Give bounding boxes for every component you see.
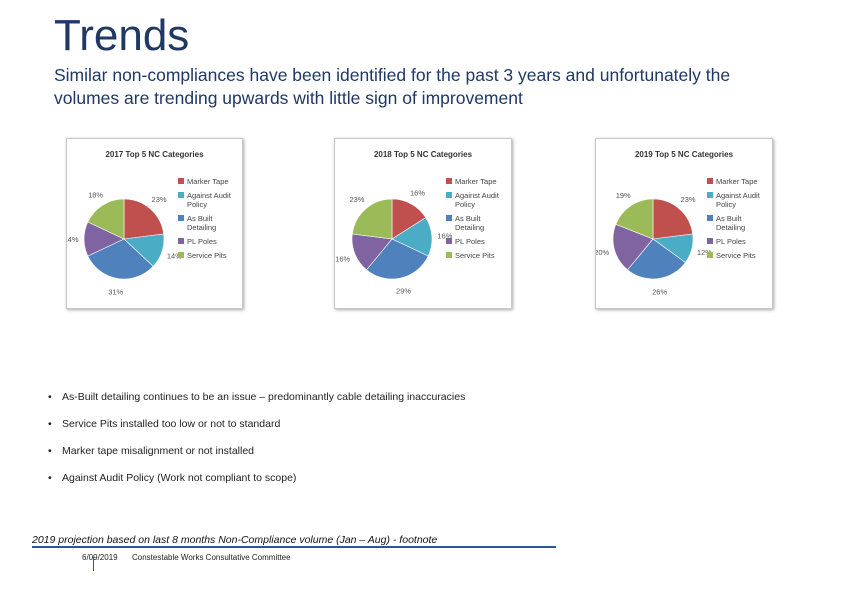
legend-swatch: [446, 192, 452, 198]
bullet-list: • As-Built detailing continues to be an i…: [48, 390, 608, 498]
chart-title: 2017 Top 5 NC Categories: [105, 150, 204, 159]
legend-swatch: [178, 192, 184, 198]
chart-2019: 2019 Top 5 NC Categories 23% 12% 26% 20% 19% M…: [595, 138, 773, 309]
legend-label: PL Poles: [187, 237, 217, 246]
pie-data-label: 16%: [335, 255, 350, 264]
legend-label: PL Poles: [455, 237, 485, 246]
chart-title: 2018 Top 5 NC Categories: [374, 150, 473, 159]
pie-data-label: 20%: [596, 248, 609, 257]
bullet-marker: •: [48, 472, 52, 484]
legend-label: Service Pits: [716, 251, 756, 260]
legend-swatch: [446, 238, 452, 244]
legend-label: As Built: [716, 214, 742, 223]
chart-2018: 2018 Top 5 NC Categories 16% 16% 29% 16% 23% M…: [334, 138, 512, 309]
pie-slice: [366, 238, 429, 280]
pie-slice: [652, 198, 694, 240]
footer-organization: Constestable Works Consultative Committe…: [132, 553, 291, 562]
legend-label: As Built: [455, 214, 481, 223]
pie-chart-2017-svg: 2017 Top 5 NC Categories 23% 14% 31% 14% 18% M…: [67, 150, 232, 296]
pie-slice: [87, 198, 125, 240]
bullet-item: • Service Pits installed too low or not t…: [48, 417, 608, 444]
slide-subtitle: Similar non-compliances have been identi…: [54, 65, 731, 108]
legend-label: Against Audit: [455, 191, 500, 200]
pie-chart-2019-svg: 2019 Top 5 NC Categories 23% 12% 26% 20% 19% M…: [596, 150, 761, 297]
legend-swatch: [707, 192, 713, 198]
bullet-item: • Marker tape misalignment or not install…: [48, 444, 608, 471]
legend-label: Detailing: [716, 223, 745, 232]
bullet-text: Against Audit Policy (Work not compliant…: [62, 472, 297, 484]
pie-data-label: 23%: [349, 195, 364, 204]
pie-data-label: 26%: [652, 288, 667, 297]
pie-data-label: 14%: [167, 251, 182, 260]
pie-data-label: 14%: [67, 235, 79, 244]
bullet-text: Service Pits installed too low or not to…: [62, 418, 281, 430]
pie-data-label: 16%: [410, 189, 425, 198]
legend-swatch: [178, 215, 184, 221]
bullet-text: As-Built detailing continues to be an is…: [62, 391, 466, 403]
legend-label: Policy: [455, 200, 475, 209]
legend-swatch: [178, 252, 184, 258]
chart-title: 2019 Top 5 NC Categories: [635, 150, 734, 159]
pie-data-label: 12%: [697, 248, 712, 257]
footnote: 2019 projection based on last 8 months N…: [32, 534, 438, 546]
legend-label: Against Audit: [187, 191, 232, 200]
pie-slice: [612, 223, 654, 271]
legend-label: Detailing: [455, 223, 484, 232]
legend-swatch: [178, 178, 184, 184]
legend-swatch: [446, 178, 452, 184]
legend-label: Service Pits: [455, 251, 495, 260]
footer-divider: [32, 546, 556, 548]
legend-swatch: [707, 238, 713, 244]
pie-slice: [87, 238, 154, 280]
pie-slice: [123, 198, 165, 240]
pie-slice: [615, 198, 654, 240]
legend-swatch: [446, 252, 452, 258]
pie-slice: [351, 198, 393, 240]
legend-label: PL Poles: [716, 237, 746, 246]
legend-label: Against Audit: [716, 191, 761, 200]
pie-data-label: 18%: [88, 190, 103, 199]
pie-data-label: 19%: [616, 191, 631, 200]
bullet-item: • As-Built detailing continues to be an i…: [48, 390, 608, 417]
pie-data-label: 23%: [152, 195, 167, 204]
legend-label: Policy: [716, 200, 736, 209]
bullet-text: Marker tape misalignment or not installe…: [62, 445, 255, 457]
pie-data-label: 23%: [681, 195, 696, 204]
slide-title: Trends: [54, 11, 190, 60]
legend-label: Detailing: [187, 223, 216, 232]
legend-label: Policy: [187, 200, 207, 209]
chart-2017: 2017 Top 5 NC Categories 23% 14% 31% 14% 18% M…: [66, 138, 243, 309]
footer-date: 6/09/2019: [82, 553, 118, 562]
pie-chart-2018-svg: 2018 Top 5 NC Categories 16% 16% 29% 16% 23% M…: [335, 150, 500, 296]
legend-label: As Built: [187, 214, 213, 223]
pie-data-label: 16%: [437, 232, 452, 241]
footer-tick: [93, 557, 94, 571]
legend-label: Service Pits: [187, 251, 227, 260]
legend-label: Marker Tape: [187, 177, 229, 186]
pie-slice: [627, 238, 686, 280]
pie-data-label: 29%: [396, 287, 411, 296]
legend-swatch: [707, 215, 713, 221]
legend-label: Marker Tape: [455, 177, 497, 186]
legend-swatch: [178, 238, 184, 244]
bullet-item: • Against Audit Policy (Work not complian…: [48, 471, 608, 498]
bullet-marker: •: [48, 445, 52, 457]
pie-data-label: 31%: [108, 287, 123, 296]
bullet-marker: •: [48, 391, 52, 403]
legend-label: Marker Tape: [716, 177, 758, 186]
legend-swatch: [707, 252, 713, 258]
legend-swatch: [707, 178, 713, 184]
bullet-marker: •: [48, 418, 52, 430]
legend-swatch: [446, 215, 452, 221]
